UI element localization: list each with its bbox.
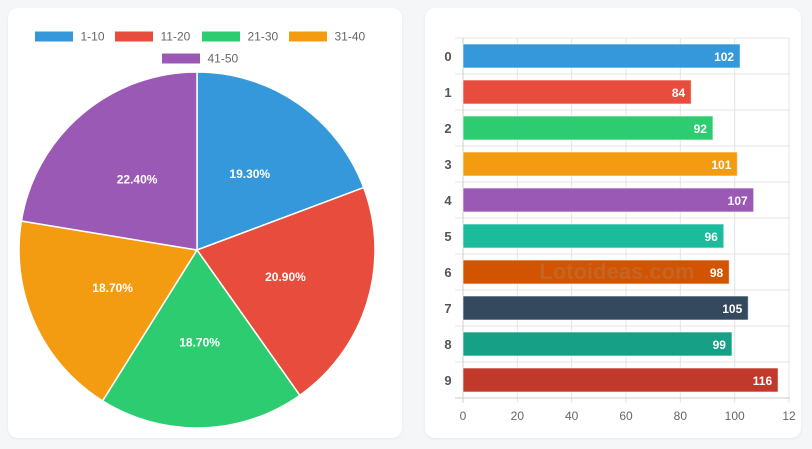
- bar-1: [462, 79, 692, 105]
- bar-value-label: 102: [714, 50, 734, 64]
- bar-value-label: 101: [711, 158, 731, 172]
- y-tick-label: 9: [444, 373, 451, 388]
- bar-6: [462, 259, 730, 285]
- bar-5: [462, 223, 725, 249]
- legend-label-41-50: 41-50: [208, 52, 239, 66]
- legend-label-11-20: 11-20: [161, 30, 191, 44]
- x-tick-label: 80: [674, 409, 688, 423]
- bar-4: [462, 187, 755, 213]
- pie-slice-21-30: [101, 248, 301, 429]
- bar-value-label: 107: [728, 194, 748, 208]
- legend-label-1-10: 1-10: [81, 30, 105, 44]
- legend-swatch-21-30: [201, 30, 241, 43]
- x-tick-label: 100: [725, 409, 745, 423]
- bar-0: [462, 43, 741, 69]
- y-tick-label: 6: [444, 265, 451, 280]
- pie-slice-41-50: [20, 71, 198, 251]
- y-tick-label: 2: [444, 121, 451, 136]
- bar-value-label: 98: [710, 266, 724, 280]
- pie-slice-11-20: [195, 186, 376, 397]
- x-tick-label: 40: [565, 409, 579, 423]
- legend-swatch-1-10: [34, 30, 74, 43]
- y-tick-label: 8: [444, 337, 451, 352]
- pie-label-41-50: 22.40%: [117, 172, 158, 186]
- bar-value-label: 116: [753, 374, 773, 388]
- pie-label-21-30: 18.70%: [179, 336, 220, 350]
- y-tick-label: 4: [444, 193, 452, 208]
- x-tick-label: 0: [460, 409, 467, 423]
- bar-value-label: 105: [722, 302, 742, 316]
- legend-swatch-31-40: [288, 30, 328, 43]
- bar-value-label: 92: [694, 122, 708, 136]
- y-tick-label: 7: [444, 301, 451, 316]
- legend-swatch-41-50: [161, 52, 201, 65]
- y-tick-label: 1: [444, 85, 451, 100]
- x-tick-label: 20: [511, 409, 525, 423]
- legend-label-21-30: 21-30: [248, 30, 279, 44]
- bar-value-label: 84: [672, 86, 686, 100]
- pie-label-1-10: 19.30%: [229, 167, 270, 181]
- pie-label-31-40: 18.70%: [92, 281, 133, 295]
- watermark: Lotoideas.com: [539, 259, 694, 284]
- pie-label-11-20: 20.90%: [265, 270, 306, 284]
- bar-2: [462, 115, 714, 141]
- y-tick-label: 0: [444, 49, 451, 64]
- y-tick-label: 5: [444, 229, 451, 244]
- bar-3: [462, 151, 738, 177]
- pie-slice-31-40: [18, 220, 199, 402]
- x-tick-label: 12: [782, 409, 796, 423]
- legend-label-31-40: 31-40: [335, 30, 366, 44]
- bar-9: [462, 367, 779, 393]
- bar-8: [462, 331, 733, 357]
- legend-swatch-11-20: [114, 30, 154, 43]
- bar-value-label: 96: [704, 230, 718, 244]
- y-tick-label: 3: [444, 157, 451, 172]
- bar-value-label: 99: [713, 338, 727, 352]
- bar-7: [462, 295, 749, 321]
- pie-slice-1-10: [196, 71, 365, 252]
- x-tick-label: 60: [619, 409, 633, 423]
